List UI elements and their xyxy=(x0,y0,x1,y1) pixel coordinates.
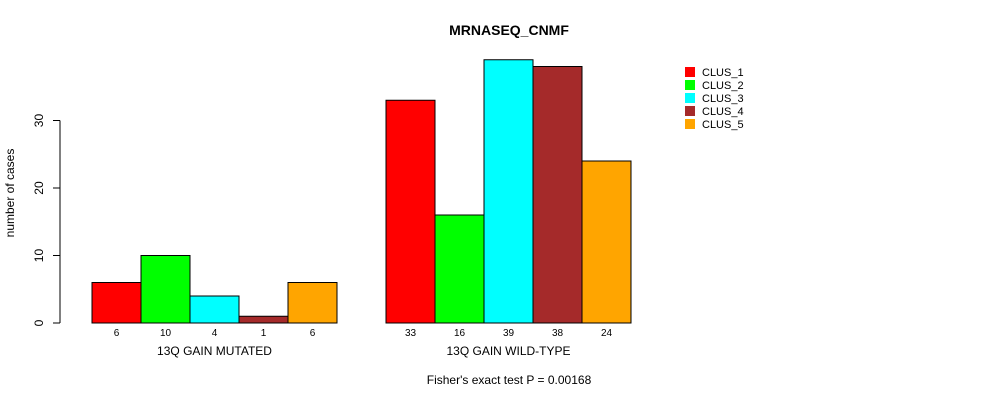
fisher-test-footnote: Fisher's exact test P = 0.00168 xyxy=(427,373,592,387)
legend-label: CLUS_2 xyxy=(702,80,744,92)
bar-clus-3-group-2 xyxy=(483,59,534,324)
group-label: 13Q GAIN MUTATED xyxy=(157,344,272,358)
bar-count-label: 16 xyxy=(454,328,466,339)
y-tick-label: 10 xyxy=(32,249,46,263)
bars-layer xyxy=(91,59,632,324)
legend-label: CLUS_1 xyxy=(702,67,744,79)
y-tick-label: 0 xyxy=(32,319,46,326)
bar-clus-5-group-1 xyxy=(287,282,338,324)
chart-title: MRNASEQ_CNMF xyxy=(449,22,569,38)
legend-label: CLUS_3 xyxy=(702,93,744,105)
y-axis-label: number of cases xyxy=(3,149,17,238)
bar-count-label: 6 xyxy=(114,328,120,339)
group-label: 13Q GAIN WILD-TYPE xyxy=(446,344,570,358)
y-tick-label: 30 xyxy=(32,114,46,128)
bar-clus-4-group-2 xyxy=(532,66,583,324)
count-labels: 6 10 4 1 6 33 16 39 38 24 xyxy=(114,328,613,339)
bar-clus-1-group-2 xyxy=(385,99,436,324)
bar-clus-3-group-1 xyxy=(189,295,240,324)
y-axis: 0 10 20 30 xyxy=(32,114,61,326)
bar-count-label: 4 xyxy=(212,328,218,339)
legend-label: CLUS_5 xyxy=(702,119,744,131)
bar-clus-5-group-2 xyxy=(581,160,632,324)
bar-count-label: 33 xyxy=(405,328,417,339)
bar-clus-2-group-1 xyxy=(140,255,191,324)
bar-clus-4-group-1 xyxy=(238,315,289,324)
bar-count-label: 38 xyxy=(552,328,564,339)
legend-swatch xyxy=(685,93,695,103)
legend-swatch xyxy=(685,119,695,129)
bar-count-label: 24 xyxy=(601,328,613,339)
bar-count-label: 10 xyxy=(160,328,172,339)
bar-clus-2-group-2 xyxy=(434,214,485,324)
legend-swatch xyxy=(685,80,695,90)
bar-count-label: 1 xyxy=(261,328,267,339)
legend-swatch xyxy=(685,106,695,116)
bar-clus-1-group-1 xyxy=(91,282,142,324)
legend-label: CLUS_4 xyxy=(702,106,744,118)
bar-count-label: 39 xyxy=(503,328,515,339)
group-labels: 13Q GAIN MUTATED 13Q GAIN WILD-TYPE xyxy=(157,344,570,358)
legend-swatch xyxy=(685,67,695,77)
y-tick-label: 20 xyxy=(32,181,46,195)
bar-count-label: 6 xyxy=(310,328,316,339)
